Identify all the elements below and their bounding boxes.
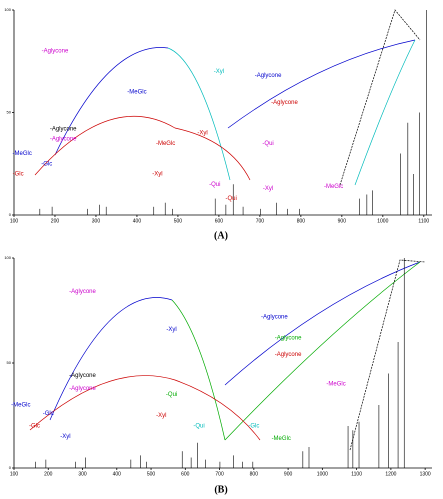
fragment-label: -Qui (193, 424, 204, 430)
fragment-label: -Xyl (214, 69, 224, 75)
y-tick-label: 0 (9, 465, 12, 470)
fragment-label: -Xyl (197, 131, 207, 137)
arc (49, 297, 173, 421)
x-tick-label: 600 (215, 218, 224, 224)
fragment-label: -MeGlc (156, 141, 175, 147)
arc (339, 9, 421, 186)
arc (224, 261, 421, 386)
fragment-label: -Aglycone (50, 126, 77, 132)
x-tick-label: 500 (174, 218, 183, 224)
x-tick-label: 100 (10, 471, 19, 477)
arc (171, 299, 226, 441)
arc (227, 39, 416, 129)
x-tick-label: 900 (338, 218, 347, 224)
x-tick-label: 1200 (385, 471, 396, 477)
x-tick-label: 900 (284, 471, 293, 477)
panel-caption: (A) (214, 230, 228, 241)
y-tick-label: 100 (4, 7, 11, 12)
y-tick-label: 0 (9, 212, 12, 217)
fragment-label: -Glc (13, 172, 24, 178)
x-tick-label: 700 (256, 218, 265, 224)
x-tick-label: 200 (51, 218, 60, 224)
fragment-label: -Qui (209, 182, 220, 188)
arc (349, 259, 426, 451)
arc (224, 261, 421, 441)
fragment-label: -Qui (166, 392, 177, 398)
fragment-label: -Glc (43, 411, 54, 417)
fragment-label: -MeGlc (272, 436, 291, 442)
x-tick-label: 500 (147, 471, 156, 477)
arc (167, 47, 231, 181)
fragment-label: -Xyl (60, 434, 70, 440)
arc (354, 39, 416, 186)
x-tick-label: 1100 (418, 218, 429, 224)
x-tick-label: 400 (133, 218, 142, 224)
fragment-label: -Qui (226, 196, 237, 202)
fragment-label: -MeGlc (326, 382, 345, 388)
fragment-label: -Aglycone (69, 289, 96, 295)
x-tick-label: 600 (181, 471, 190, 477)
fragment-label: -Aglycone (275, 335, 302, 341)
x-tick-label: 800 (297, 218, 306, 224)
x-tick-label: 1000 (317, 471, 328, 477)
fragment-label: -Aglycone (271, 100, 298, 106)
x-tick-label: 300 (92, 218, 101, 224)
fragment-label: -Aglycone (261, 314, 288, 320)
x-tick-label: 300 (78, 471, 87, 477)
x-tick-label: 800 (250, 471, 259, 477)
x-tick-label: 100 (10, 218, 19, 224)
y-tick-label: 100 (4, 255, 11, 260)
fragment-label: -MeGlc (127, 90, 146, 96)
fragment-label: -Xyl (156, 413, 166, 419)
fragmentation-arcs (29, 9, 426, 451)
fragment-label: -Aglycone (69, 386, 96, 392)
x-tick-label: 400 (113, 471, 122, 477)
fragment-label: -Aglycone (50, 137, 77, 143)
y-tick-label: 50 (7, 110, 12, 115)
y-tick-label: 50 (7, 360, 12, 365)
fragment-label: -Glc (29, 424, 40, 430)
x-tick-label: 1000 (377, 218, 388, 224)
fragment-label: -MeGlc (324, 184, 343, 190)
x-tick-label: 700 (215, 471, 224, 477)
fragment-label: -Glc (248, 424, 259, 430)
arc (54, 47, 169, 156)
fragment-label: -Aglycone (275, 352, 302, 358)
arc (34, 115, 251, 181)
x-tick-label: 1300 (420, 471, 431, 477)
fragment-label: -Xyl (263, 186, 273, 192)
arc (29, 375, 261, 441)
fragment-label: -Aglycone (42, 49, 69, 55)
fragment-label: -Glc (41, 161, 52, 167)
panel-caption: (B) (214, 484, 227, 495)
fragment-label: -Aglycone (255, 73, 282, 79)
fragment-label: -MeGlc (11, 403, 30, 409)
fragment-label: -Aglycone (69, 373, 96, 379)
fragment-label: -Xyl (152, 172, 162, 178)
fragment-label: -MeGlc (13, 151, 32, 157)
fragment-label: -Xyl (166, 327, 176, 333)
x-tick-label: 200 (44, 471, 53, 477)
fragment-label: -Qui (262, 141, 273, 147)
x-tick-label: 1100 (351, 471, 362, 477)
